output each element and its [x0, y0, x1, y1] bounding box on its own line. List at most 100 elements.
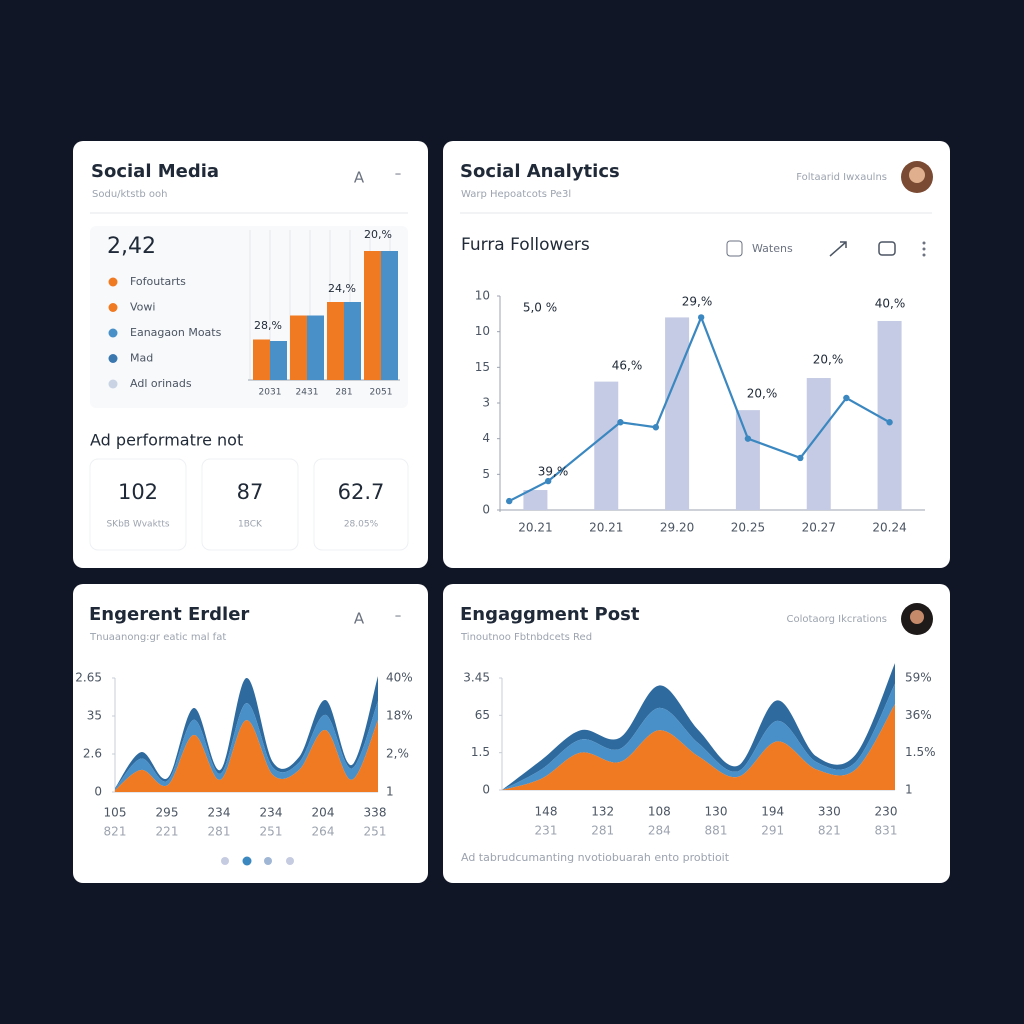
x-tick-label: 231	[535, 824, 558, 838]
card-footer: Ad tabrudcumanting nvotiobuarah ento pro…	[461, 851, 730, 864]
x-tick-label: 20.21	[518, 521, 552, 535]
line-point	[697, 314, 705, 321]
icon[interactable]: –	[395, 167, 402, 182]
headline: 2,42	[107, 234, 156, 259]
section-title: Ad performatre not	[90, 431, 243, 450]
x-tick-label: 130	[705, 805, 728, 819]
x-tick-label: 295	[156, 806, 179, 820]
y-tick-label: 2.6	[83, 747, 102, 761]
x-tick-label: 20.21	[589, 521, 623, 535]
y-tick-label: 15	[475, 360, 490, 374]
page-dot[interactable]	[221, 857, 229, 865]
x-tick-label: 281	[208, 825, 231, 839]
legend-label: Adl orinads	[130, 377, 192, 390]
icon[interactable]: A	[354, 610, 365, 628]
y2-tick-label: 18%	[386, 709, 413, 723]
bar	[290, 315, 307, 380]
x-tick-label: 2051	[370, 388, 393, 398]
x-tick-label: 821	[104, 825, 127, 839]
bar	[364, 251, 381, 380]
annotation: 5,0 %	[523, 301, 557, 315]
line-point	[744, 435, 752, 442]
area	[502, 704, 895, 790]
bar	[307, 315, 324, 380]
card-title: Social Analytics	[460, 161, 620, 182]
x-tick-label: 20.25	[731, 521, 765, 535]
x-tick-label: 330	[818, 805, 841, 819]
x-tick-label: 234	[208, 806, 231, 820]
card-subtitle: Sodu/ktstb ooh	[92, 189, 167, 200]
x-tick-label: 281	[591, 824, 614, 838]
x-tick-label: 831	[875, 824, 898, 838]
menu-icon[interactable]	[922, 241, 926, 257]
x-tick-label: 881	[705, 824, 728, 838]
y2-tick-label: 59%	[905, 671, 932, 685]
y2-tick-label: 2,%	[386, 747, 409, 761]
x-tick-label: 284	[648, 824, 671, 838]
icon[interactable]	[878, 241, 896, 256]
card-title: Social Media	[91, 161, 219, 182]
annotation: 46,%	[612, 359, 643, 373]
y-tick-label: 10	[475, 324, 490, 338]
line-point	[886, 419, 893, 426]
y2-tick-label: 1	[386, 785, 394, 799]
legend-swatch	[108, 379, 118, 389]
x-tick-label: 338	[364, 806, 387, 820]
icon[interactable]	[829, 241, 847, 257]
card-title: Engerent Erdler	[89, 604, 249, 625]
y-tick-label: 0	[482, 503, 490, 517]
line-point	[652, 424, 660, 431]
line-point	[843, 394, 850, 402]
y-tick-label: 2.65	[75, 671, 102, 685]
page-dot[interactable]	[264, 857, 272, 865]
x-tick-label: 20.27	[802, 521, 836, 535]
x-tick-label: 234	[260, 806, 283, 820]
stat-value: 62.7	[338, 480, 385, 504]
y-tick-label: 10	[475, 289, 490, 303]
x-tick-label: 204	[312, 806, 335, 820]
x-tick-label: 148	[535, 805, 558, 819]
x-tick-label: 221	[156, 825, 179, 839]
card	[443, 141, 950, 568]
y-tick-label: 3	[482, 396, 490, 410]
area	[115, 676, 378, 789]
legend-label: Fofoutarts	[130, 275, 186, 288]
card-subtitle: Warp Hepoatcots Pe3l	[461, 189, 571, 200]
avatar-face	[909, 167, 925, 183]
bar	[523, 490, 548, 510]
x-tick-label: 251	[364, 825, 387, 839]
y-tick-label: 5	[482, 467, 490, 481]
x-tick-label: 2431	[296, 388, 319, 398]
bar	[270, 341, 287, 380]
x-tick-label: 108	[648, 805, 671, 819]
legend-swatch	[108, 354, 118, 363]
bar	[344, 302, 361, 380]
stat-label: 28.05%	[344, 520, 379, 530]
area	[115, 720, 378, 792]
legend-swatch	[108, 328, 118, 338]
page-dot[interactable]	[286, 857, 294, 865]
card-meta: Colotaorg Ikcrations	[787, 614, 887, 625]
x-tick-label: 251	[260, 825, 283, 839]
button[interactable]: Watens	[752, 242, 793, 255]
bar	[381, 251, 398, 380]
x-tick-label: 2031	[259, 388, 282, 398]
icon[interactable]: –	[395, 609, 402, 624]
line-point	[797, 454, 804, 462]
annotation: 20,%	[364, 228, 392, 241]
annotation: 28,%	[254, 319, 282, 332]
bar	[253, 339, 270, 380]
icon[interactable]: A	[354, 169, 365, 187]
line-point	[506, 497, 513, 505]
section-title: Furra Followers	[461, 235, 590, 255]
bar	[665, 317, 690, 510]
stat-value: 87	[237, 480, 264, 504]
icon[interactable]	[726, 240, 743, 257]
legend-label: Mad	[130, 352, 153, 365]
stat-label: 1BCK	[238, 520, 263, 530]
page-dot-active[interactable]	[242, 856, 252, 866]
line-point	[617, 419, 624, 426]
y-tick-label: 0	[94, 785, 102, 799]
annotation: 39,%	[538, 465, 569, 479]
